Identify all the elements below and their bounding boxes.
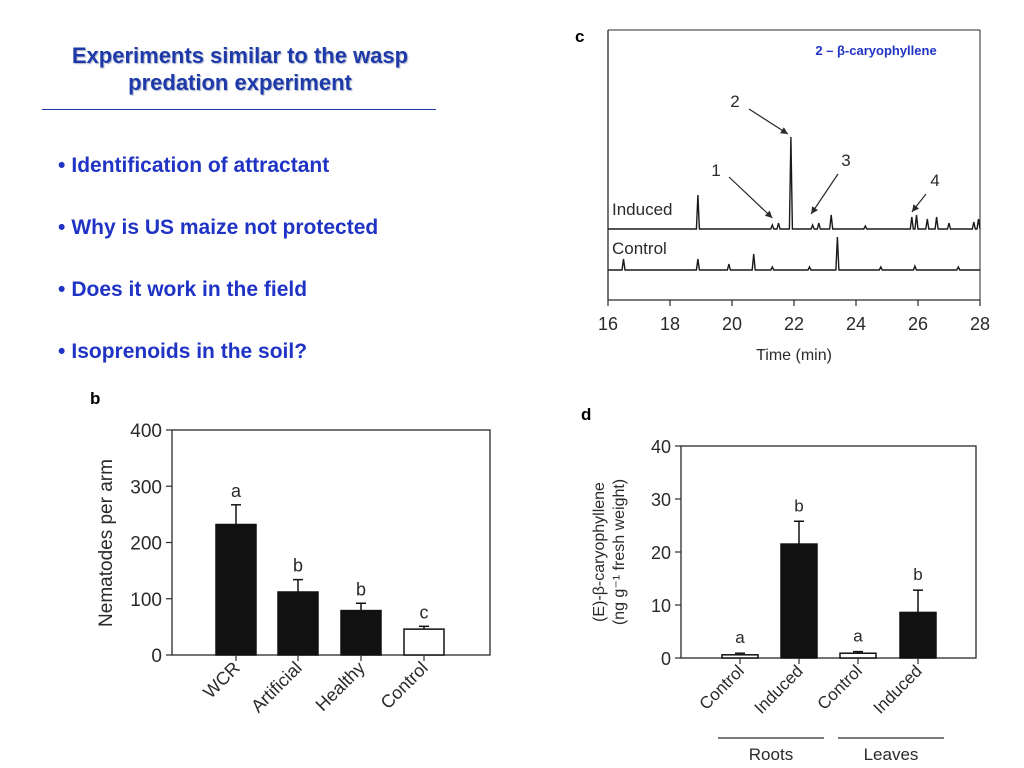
panel-c-x-tick-label: 28 xyxy=(970,314,990,334)
panel-d-y-tick-label: 20 xyxy=(651,543,671,563)
panel-d-y-tick-label: 40 xyxy=(651,437,671,457)
panel-c-x-tick-label: 26 xyxy=(908,314,928,334)
panel-d-y-tick-label: 30 xyxy=(651,490,671,510)
panel-d-x-tick-label: Control xyxy=(814,661,866,713)
panel-b-y-label: Nematodes per arm xyxy=(96,459,117,627)
panel-c-x-tick-label: 16 xyxy=(598,314,618,334)
bullet-field: Does it work in the field xyxy=(58,276,378,338)
title-underline xyxy=(42,109,436,110)
panel-b-sig-letter: a xyxy=(231,481,242,501)
panel-b-x-tick-label: Healthy xyxy=(312,658,369,715)
panel-c-annotation: 2 – β-caryophyllene xyxy=(815,43,936,58)
slide-title-line2: predation experiment xyxy=(128,70,352,95)
panel-d-sig-letter: b xyxy=(913,565,922,584)
panel-b-sig-letter: c xyxy=(420,602,429,622)
panel-d-x-tick-label: Control xyxy=(696,661,748,713)
panel-b-y-tick-label: 300 xyxy=(130,477,162,498)
panel-d-sig-letter: a xyxy=(735,628,745,647)
panel-b-y-tick-label: 100 xyxy=(130,590,162,611)
panel-c-x-tick-label: 18 xyxy=(660,314,680,334)
panel-d-bar xyxy=(839,652,877,659)
panel-b-x-tick-label: Artificial xyxy=(247,658,306,717)
panel-b-bar xyxy=(403,628,445,656)
panel-d-group-label: Roots xyxy=(749,745,793,764)
bullet-us-maize: Why is US maize not protected xyxy=(58,214,378,276)
panel-d-sig-letter: a xyxy=(853,627,863,646)
panel-c-peak-arrow xyxy=(810,173,839,215)
panel-b-sig-letter: b xyxy=(293,556,303,576)
panel-c-peak-label: 4 xyxy=(930,171,939,190)
panel-b-label: b xyxy=(90,389,100,408)
slide-title: Experiments similar to the wasp predatio… xyxy=(40,42,440,96)
slide-title-line1: Experiments similar to the wasp xyxy=(71,43,409,68)
bullet-identification: Identification of attractant xyxy=(58,152,378,214)
panel-c-trace-control xyxy=(608,236,980,271)
panel-b-x-tick-label: WCR xyxy=(199,658,244,703)
panel-c-peak-arrow xyxy=(748,108,789,135)
bullet-isoprenoids: Isoprenoids in the soil? xyxy=(58,338,378,400)
panel-d-y-tick-label: 10 xyxy=(651,596,671,616)
panel-d-bar xyxy=(721,654,759,659)
panel-c-peak-arrowhead xyxy=(764,210,773,218)
panel-c-trace-induced xyxy=(608,136,981,230)
panel-b-bar xyxy=(215,523,257,656)
panel-b-sig-letter: b xyxy=(356,579,366,599)
panel-c-peak-arrowhead xyxy=(811,206,818,214)
panel-d-bar xyxy=(899,611,937,659)
panel-c-peak-label: 2 xyxy=(730,92,739,111)
panel-c-x-tick-label: 22 xyxy=(784,314,804,334)
panel-d-label: d xyxy=(581,405,591,424)
panel-c-x-label: Time (min) xyxy=(756,347,832,364)
panel-c-peak-label: 1 xyxy=(711,161,720,180)
panel-d-y-label-line1: (E)-β-caryophyllene xyxy=(591,482,608,622)
panel-d-y-tick-label: 0 xyxy=(661,649,671,669)
panel-b-bar xyxy=(340,609,382,656)
panel-c-peak-arrowhead xyxy=(780,127,788,134)
panel-b-bar xyxy=(277,591,319,656)
panel-c-series-label: Control xyxy=(612,239,667,258)
panel-c-series-label: Induced xyxy=(612,200,673,219)
panel-c-label: c xyxy=(575,27,584,46)
panel-b-y-tick-label: 0 xyxy=(151,646,162,667)
panel-c-peak-arrowhead xyxy=(911,204,919,212)
panel-c-peak-arrow xyxy=(728,176,773,219)
panel-d-sig-letter: b xyxy=(794,496,803,515)
panel-b-x-tick-label: Control xyxy=(377,658,432,713)
panel-b-y-tick-label: 200 xyxy=(130,534,162,555)
panel-d-y-label-line2: (ng g⁻¹ fresh weight) xyxy=(611,479,628,625)
bullet-list: Identification of attractant Why is US m… xyxy=(58,152,378,400)
panel-b-y-tick-label: 400 xyxy=(130,421,162,442)
panel-d-x-tick-label: Induced xyxy=(751,661,807,717)
panel-c-x-tick-label: 20 xyxy=(722,314,742,334)
panel-d-group-label: Leaves xyxy=(864,745,919,764)
panel-c-peak-label: 3 xyxy=(841,151,850,170)
panel-d-x-tick-label: Induced xyxy=(870,661,926,717)
panel-d-bar xyxy=(780,543,818,659)
panel-c-x-tick-label: 24 xyxy=(846,314,866,334)
